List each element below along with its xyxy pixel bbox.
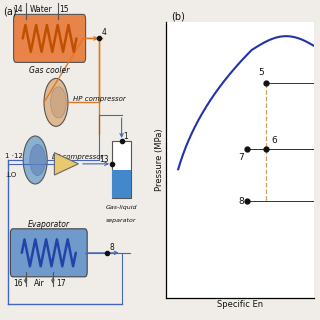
Text: 8: 8 bbox=[109, 243, 114, 252]
Text: 8: 8 bbox=[239, 197, 244, 206]
Text: (a): (a) bbox=[3, 6, 17, 16]
Ellipse shape bbox=[30, 144, 45, 176]
Text: 5: 5 bbox=[258, 68, 264, 77]
Text: separator: separator bbox=[106, 218, 137, 223]
Ellipse shape bbox=[51, 87, 66, 118]
Text: Air: Air bbox=[34, 279, 44, 288]
Text: 13: 13 bbox=[99, 155, 109, 164]
FancyBboxPatch shape bbox=[10, 229, 87, 277]
Text: 16: 16 bbox=[13, 279, 22, 288]
Y-axis label: Pressure (MPa): Pressure (MPa) bbox=[155, 129, 164, 191]
Text: 15: 15 bbox=[59, 5, 69, 14]
Bar bbox=[112, 170, 131, 198]
Polygon shape bbox=[54, 153, 78, 175]
Text: 7: 7 bbox=[239, 153, 244, 162]
Text: 6: 6 bbox=[271, 137, 277, 146]
FancyBboxPatch shape bbox=[112, 141, 131, 198]
Text: (b): (b) bbox=[171, 11, 185, 21]
Text: 1: 1 bbox=[124, 132, 128, 141]
Text: Gas-liquid: Gas-liquid bbox=[106, 205, 137, 210]
Text: 17: 17 bbox=[56, 279, 66, 288]
Text: .LO: .LO bbox=[5, 172, 16, 178]
Text: Evaporator: Evaporator bbox=[28, 220, 70, 229]
X-axis label: Specific En: Specific En bbox=[217, 300, 263, 309]
Text: HP compressor: HP compressor bbox=[73, 96, 125, 102]
Ellipse shape bbox=[44, 78, 68, 126]
Text: 14: 14 bbox=[13, 5, 23, 14]
Text: 1 ·12: 1 ·12 bbox=[5, 153, 23, 159]
Text: 4: 4 bbox=[102, 28, 107, 37]
Text: LP compressor: LP compressor bbox=[52, 154, 103, 160]
Text: Gas cooler: Gas cooler bbox=[29, 66, 70, 75]
Text: Water: Water bbox=[30, 5, 53, 14]
FancyBboxPatch shape bbox=[13, 14, 86, 62]
Ellipse shape bbox=[23, 136, 47, 184]
